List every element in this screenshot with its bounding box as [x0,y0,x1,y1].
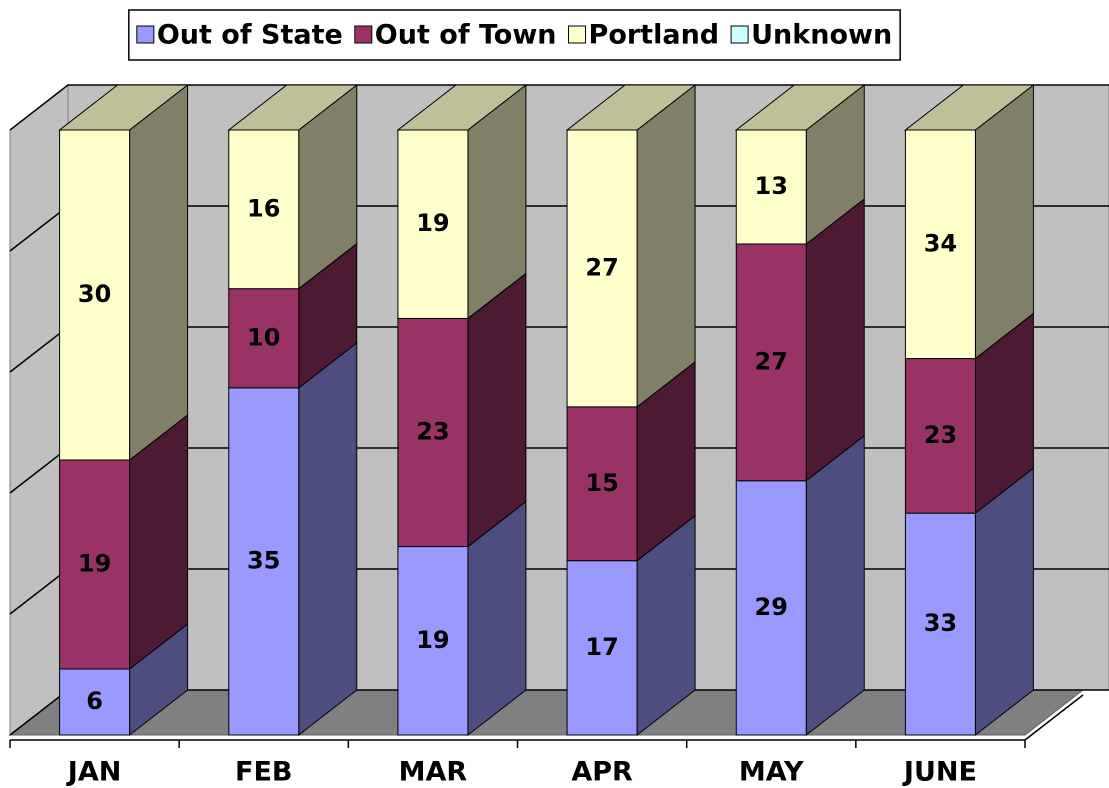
x-tick-label: MAR [399,757,468,788]
data-label: 13 [755,172,788,200]
legend-swatch [136,25,155,44]
data-label: 35 [247,546,280,574]
bar [904,358,976,514]
bar [228,288,300,389]
bar [228,387,300,736]
data-label: 15 [585,469,618,497]
data-label: 27 [755,347,788,375]
bar [735,480,807,736]
data-label: 33 [924,609,957,637]
bar [397,317,469,548]
bar-side [298,341,358,737]
bar [59,668,131,736]
bar [566,129,638,408]
bar-side [974,467,1034,737]
bar [397,546,469,736]
x-tick-label: FEB [235,757,292,788]
bar-side [467,272,527,548]
bar-side [805,434,865,737]
bar [59,129,131,461]
data-label: 19 [78,550,111,578]
data-label: 19 [416,209,449,237]
bar [904,129,976,360]
data-label: 27 [585,253,618,281]
grid-line [9,84,1109,131]
x-tick-label: JAN [66,757,122,788]
bar [566,406,638,562]
data-label: 17 [585,633,618,661]
data-label: 30 [78,280,111,308]
legend-swatch [568,25,587,44]
data-label: 16 [247,194,280,222]
legend-label: Portland [589,20,720,51]
bar [904,512,976,736]
legend-label: Unknown [751,20,892,51]
data-label: 6 [86,687,103,715]
x-tick-label: APR [571,757,633,788]
data-label: 23 [924,421,957,449]
legend-box [128,9,901,61]
x-axis-depth [1024,694,1084,741]
legend-swatch [354,25,373,44]
data-label: 23 [416,418,449,446]
bar [735,129,807,245]
data-label: 19 [416,626,449,654]
legend-label: Out of State [157,20,343,51]
bar-side [129,83,189,462]
legend: Out of State Out of Town Portland Unknown [128,9,901,61]
x-tick-label: MAY [739,757,804,788]
data-label: 29 [755,593,788,621]
data-label: 34 [924,229,957,257]
bar [735,243,807,482]
bar [566,560,638,736]
legend-swatch [730,25,749,44]
bar-side [805,197,865,482]
bar-side [974,83,1034,360]
bar [228,129,300,290]
bar-side [636,83,696,408]
bar [397,129,469,319]
data-label: 10 [247,323,280,351]
legend-label: Out of Town [375,20,557,51]
bar [59,459,131,670]
x-tick-label: JUNE [902,757,977,788]
